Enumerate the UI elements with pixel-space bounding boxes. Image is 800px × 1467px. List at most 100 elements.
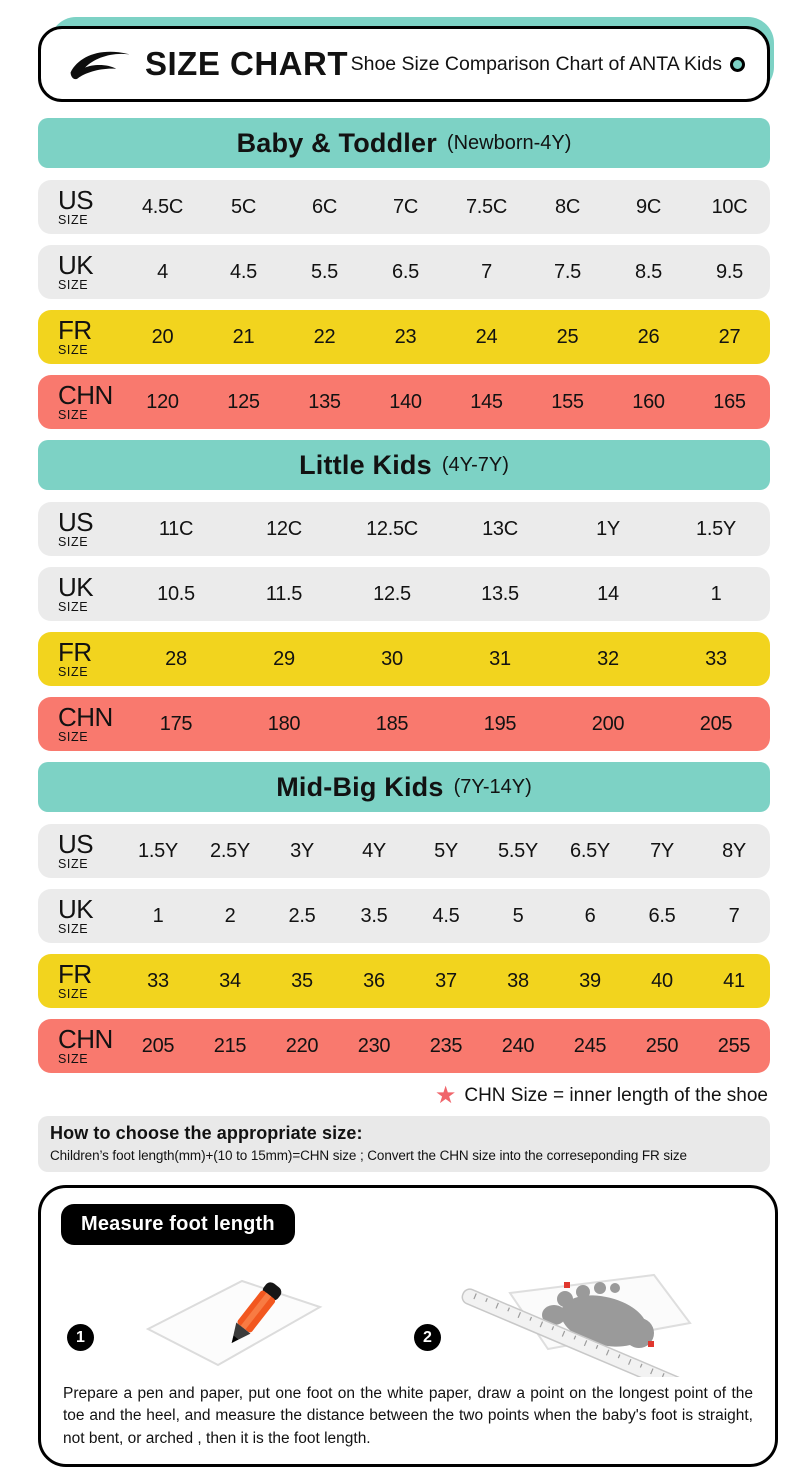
header: SIZE CHART Shoe Size Comparison Chart of… [38,17,774,102]
size-value: 5.5Y [498,839,538,862]
size-value: 155 [551,390,584,413]
size-value: 200 [591,712,625,735]
row-label-sub: SIZE [58,857,89,872]
size-value: 1 [152,904,164,927]
chn-size-note: ★ CHN Size = inner length of the shoe [38,1084,768,1108]
measure-step-2: 2 [408,1249,755,1377]
size-row: US SIZE 11C 12C 12.5C 13C 1Y 1.5Y [38,502,770,556]
size-value: 11C [158,517,194,540]
section-range: (4Y-7Y) [441,453,509,476]
section-header: Baby & Toddler (Newborn-4Y) [38,118,770,168]
size-value: 145 [470,390,503,413]
row-label-cell: CHN SIZE [38,704,122,744]
size-value: 160 [632,390,665,413]
row-values: 4 4.5 5.5 6.5 7 7.5 8.5 9.5 [122,261,770,284]
size-value: 33 [705,647,727,670]
row-label: FR [58,959,92,990]
size-value: 9.5 [716,260,743,283]
section-rows: US SIZE 1.5Y 2.5Y 3Y 4Y 5Y 5.5Y 6.5Y 7Y 8Y UK SI… [38,824,770,1073]
section-title: Baby & Toddler [236,127,437,158]
size-value: 2.5Y [210,839,250,862]
row-label-sub: SIZE [58,535,89,550]
size-value: 35 [291,969,313,992]
size-value: 24 [475,325,498,348]
row-label-sub: SIZE [58,278,89,293]
header-subtitle: Shoe Size Comparison Chart of ANTA Kids [350,52,722,75]
size-value: 215 [213,1034,247,1057]
size-value: 120 [146,390,179,413]
measure-badge: Measure foot length [61,1204,295,1245]
size-value: 1Y [596,517,620,540]
size-value: 12C [266,517,302,540]
row-label: CHN [58,380,113,411]
size-value: 245 [573,1034,607,1057]
row-label-cell: UK SIZE [38,574,122,614]
row-label: US [58,507,94,538]
size-row: CHN SIZE 175 180 185 195 200 205 [38,697,770,751]
size-value: 41 [723,969,745,992]
size-value: 12.5 [373,582,411,605]
size-value: 26 [637,325,660,348]
row-label-sub: SIZE [58,665,89,680]
size-value: 5Y [434,839,458,862]
size-value: 7.5 [554,260,581,283]
row-label-cell: US SIZE [38,831,122,871]
size-value: 31 [489,647,511,670]
size-value: 165 [713,390,746,413]
row-values: 20 21 22 23 24 25 26 27 [122,326,770,349]
header-card: SIZE CHART Shoe Size Comparison Chart of… [38,26,770,102]
size-value: 12.5C [366,517,418,540]
size-value: 13C [482,517,518,540]
step-2-marker: 2 [414,1324,441,1351]
row-label-cell: US SIZE [38,187,122,227]
size-value: 1 [710,582,722,605]
size-value: 8Y [722,839,746,862]
size-row: FR SIZE 33 34 35 36 37 38 39 40 41 [38,954,770,1008]
row-values: 120 125 135 140 145 155 160 165 [122,391,770,414]
size-value: 205 [141,1034,175,1057]
size-value: 10C [711,195,748,218]
size-value: 9C [636,195,661,218]
size-value: 6.5 [392,260,419,283]
teal-dot-icon [730,56,745,72]
size-value: 38 [507,969,529,992]
row-label-sub: SIZE [58,408,89,423]
chn-size-note-text: CHN Size = inner length of the shoe [464,1085,768,1106]
row-label-sub: SIZE [58,730,89,745]
size-value: 195 [483,712,517,735]
measure-step-1: 1 [61,1249,408,1377]
row-label-cell: CHN SIZE [38,1026,122,1066]
row-label-cell: FR SIZE [38,639,122,679]
size-section: Little Kids (4Y-7Y) US SIZE 11C 12C 12.5C 1… [38,440,770,751]
size-value: 205 [699,712,733,735]
size-value: 180 [267,712,301,735]
size-value: 6.5 [648,904,676,927]
size-value: 135 [308,390,341,413]
size-value: 14 [597,582,619,605]
foot-ruler-illustration [461,1273,692,1377]
size-value: 4 [157,260,168,283]
size-value: 230 [357,1034,391,1057]
size-value: 175 [159,712,193,735]
size-value: 4.5C [141,195,184,218]
size-value: 29 [273,647,295,670]
size-value: 40 [651,969,673,992]
size-value: 1.5Y [696,517,736,540]
size-value: 30 [381,647,403,670]
row-label-sub: SIZE [58,922,89,937]
size-value: 25 [556,325,579,348]
row-label-sub: SIZE [58,600,89,615]
size-value: 27 [718,325,741,348]
howto-body: Children’s foot length(mm)+(10 to 15mm)=… [50,1148,687,1163]
section-title: Mid-Big Kids [276,771,444,802]
size-value: 13.5 [481,582,519,605]
row-values: 205 215 220 230 235 240 245 250 255 [122,1035,770,1058]
size-value: 250 [645,1034,679,1057]
size-value: 1.5Y [138,839,178,862]
size-value: 23 [394,325,417,348]
size-value: 6 [584,904,596,927]
row-label-cell: UK SIZE [38,896,122,936]
size-value: 4.5 [432,904,460,927]
size-row: CHN SIZE 205 215 220 230 235 240 245 250 255 [38,1019,770,1073]
